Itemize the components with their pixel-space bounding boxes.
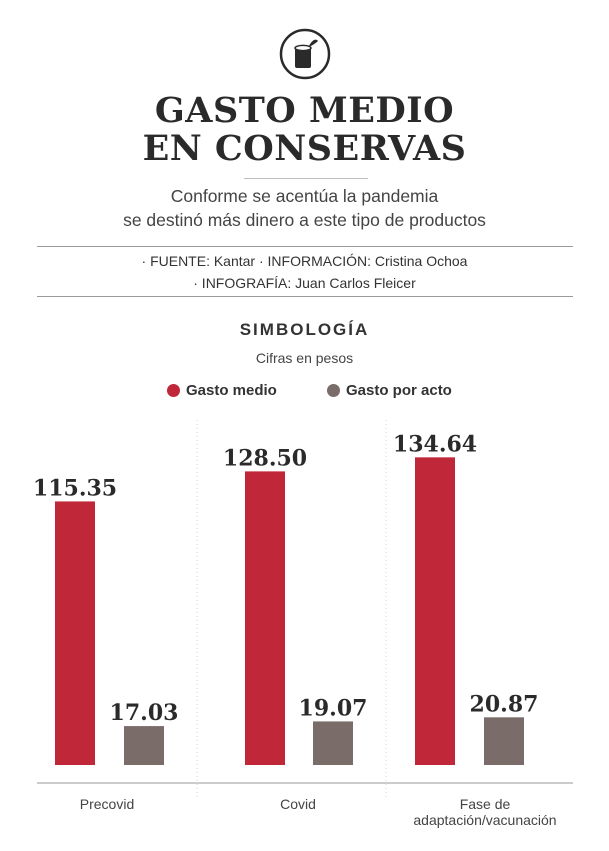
data-label: 134.64 <box>393 431 477 457</box>
legend-subtitle: Cifras en pesos <box>255 350 354 366</box>
legend-item-gasto-medio: Gasto medio <box>167 380 277 400</box>
bar <box>245 471 285 765</box>
legend-label-gasto-por-acto: Gasto por acto <box>346 381 452 399</box>
bar <box>415 457 455 765</box>
credits-source: · FUENTE: Kantar · INFORMACIÓN: Cristina… <box>141 253 468 269</box>
subtitle-line-2: se destinó más dinero a este tipo de pro… <box>123 210 486 230</box>
credits-infographic: · INFOGRAFÍA: Juan Carlos Fleicer <box>193 275 416 291</box>
credits-top-divider <box>37 246 573 247</box>
legend-label-gasto-medio: Gasto medio <box>186 381 277 399</box>
legend-item-gasto-por-acto: Gasto por acto <box>327 380 452 400</box>
bar <box>55 501 95 765</box>
data-label: 128.50 <box>223 445 307 471</box>
legend-swatch-gasto-por-acto <box>327 383 340 397</box>
data-label: 19.07 <box>299 695 368 721</box>
bar <box>124 726 164 765</box>
x-tick-label: Covid <box>280 796 316 812</box>
page-title-line-2: EN CONSERVAS <box>142 128 467 169</box>
bar <box>484 717 524 765</box>
x-tick-label: Fase de <box>460 796 511 812</box>
credits-bottom-divider <box>37 296 573 297</box>
data-label: 20.87 <box>470 691 539 717</box>
x-tick-label: Precovid <box>80 796 134 812</box>
bar-chart: 115.35 17.03 128.50 19.07 134.64 20.87 Precovi… <box>33 420 573 828</box>
canned-food-icon <box>279 28 331 80</box>
legend-title: SIMBOLOGÍA <box>239 320 370 339</box>
page-title-line-1: GASTO MEDIO <box>154 90 455 131</box>
title-divider <box>244 178 368 179</box>
legend-swatch-gasto-medio <box>167 383 180 397</box>
data-label: 17.03 <box>110 700 179 726</box>
x-tick-label: adaptación/vacunación <box>413 812 556 828</box>
data-label: 115.35 <box>33 475 117 501</box>
subtitle-line-1: Conforme se acentúa la pandemia <box>170 186 439 206</box>
bar <box>313 721 353 765</box>
